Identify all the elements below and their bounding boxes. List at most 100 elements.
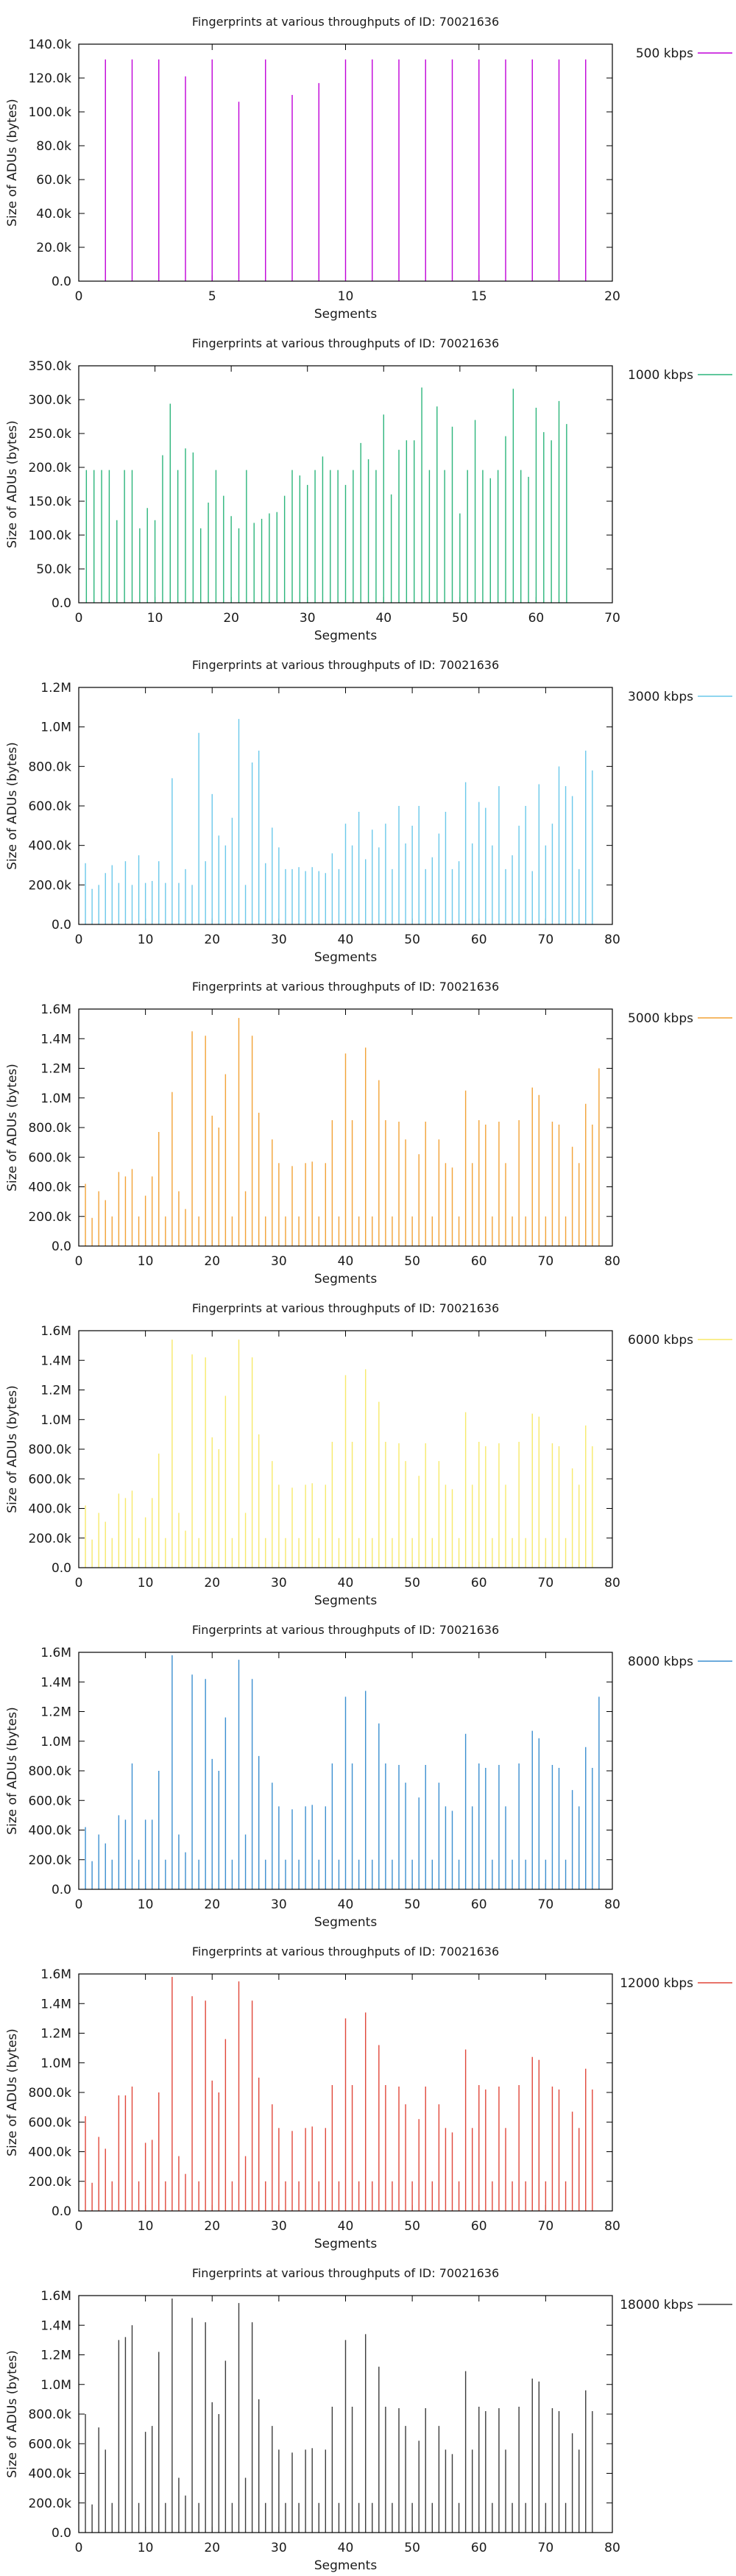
x-axis-label: Segments [314, 307, 378, 322]
x-tick-label: 80 [604, 933, 620, 947]
x-axis-label: Segments [314, 2558, 378, 2573]
x-tick-label: 40 [338, 1897, 354, 1912]
x-tick-label: 30 [271, 2219, 287, 2234]
y-tick-label: 800.0k [28, 1764, 71, 1779]
chart-title: Fingerprints at various throughputs of I… [192, 1945, 499, 1958]
x-tick-label: 10 [138, 933, 154, 947]
plot-frame [78, 365, 613, 604]
y-tick-label: 200.0k [28, 2175, 71, 2190]
x-tick-label: 10 [138, 2541, 154, 2555]
legend-label: 6000 kbps [628, 1333, 693, 1348]
x-tick-label: 0 [75, 1576, 83, 1590]
x-tick-label: 80 [604, 2219, 620, 2234]
chart-panel: Fingerprints at various throughputs of I… [0, 1608, 736, 1930]
x-tick-label: 70 [538, 2541, 554, 2555]
x-tick-label: 10 [138, 2219, 154, 2234]
x-tick-label: 60 [471, 1576, 487, 1590]
x-tick-label: 60 [528, 611, 545, 626]
x-tick-label: 50 [404, 2219, 420, 2234]
y-tick-label: 1.2M [40, 2349, 71, 2363]
y-tick-label: 40.0k [36, 207, 71, 222]
y-axis-label: Size of ADUs (bytes) [5, 2350, 20, 2478]
y-tick-label: 100.0k [28, 528, 71, 543]
plot-frame [78, 1973, 613, 2212]
chart-svg: Fingerprints at various throughputs of I… [5, 336, 732, 643]
legend-label: 1000 kbps [628, 368, 693, 383]
y-tick-label: 1.2M [40, 681, 71, 696]
y-tick-label: 1.0M [40, 2056, 71, 2071]
legend-label: 5000 kbps [628, 1011, 693, 1026]
chart-panel: Fingerprints at various throughputs of I… [0, 1930, 736, 2251]
x-tick-label: 30 [271, 933, 287, 947]
y-tick-label: 1.6M [40, 1002, 71, 1017]
x-tick-label: 40 [338, 2541, 354, 2555]
y-tick-label: 600.0k [28, 799, 71, 814]
x-tick-label: 20 [223, 611, 239, 626]
x-tick-label: 30 [300, 611, 316, 626]
x-tick-label: 40 [375, 611, 392, 626]
x-tick-label: 10 [147, 611, 163, 626]
x-axis-label: Segments [314, 1272, 378, 1287]
x-tick-label: 30 [271, 1897, 287, 1912]
y-tick-label: 150.0k [28, 495, 71, 509]
y-tick-label: 0.0 [52, 1561, 71, 1576]
legend-label: 8000 kbps [628, 1655, 693, 1669]
y-axis-label: Size of ADUs (bytes) [5, 1707, 20, 1835]
x-tick-label: 30 [271, 2541, 287, 2555]
plot-frame [78, 687, 613, 925]
y-tick-label: 1.6M [40, 1967, 71, 1982]
x-tick-label: 0 [75, 289, 83, 304]
x-tick-label: 70 [538, 2219, 554, 2234]
y-tick-label: 1.0M [40, 721, 71, 735]
x-tick-label: 60 [471, 2219, 487, 2234]
y-axis-label: Size of ADUs (bytes) [5, 99, 20, 227]
x-tick-label: 60 [471, 933, 487, 947]
x-tick-label: 40 [338, 1254, 354, 1269]
x-tick-label: 0 [75, 611, 83, 626]
y-tick-label: 1.6M [40, 1324, 71, 1339]
x-tick-label: 10 [138, 1254, 154, 1269]
legend-label: 12000 kbps [620, 1976, 693, 1991]
y-tick-label: 1.2M [40, 2027, 71, 2042]
x-tick-label: 50 [404, 2541, 420, 2555]
x-tick-label: 40 [338, 1576, 354, 1590]
y-axis-label: Size of ADUs (bytes) [5, 1385, 20, 1513]
y-tick-label: 0.0 [52, 918, 71, 933]
x-tick-label: 70 [538, 1254, 554, 1269]
x-tick-label: 5 [208, 289, 216, 304]
chart-svg: Fingerprints at various throughputs of I… [5, 1301, 732, 1608]
chart-svg: Fingerprints at various throughputs of I… [5, 980, 732, 1287]
y-tick-label: 1.4M [40, 2318, 71, 2333]
legend-label: 500 kbps [636, 46, 693, 61]
y-tick-label: 120.0k [28, 71, 71, 86]
x-tick-label: 10 [138, 1576, 154, 1590]
y-tick-label: 400.0k [28, 1824, 71, 1839]
x-tick-label: 80 [604, 1576, 620, 1590]
y-tick-label: 400.0k [28, 1502, 71, 1517]
chart-title: Fingerprints at various throughputs of I… [192, 980, 499, 994]
y-tick-label: 600.0k [28, 1472, 71, 1487]
y-axis-label: Size of ADUs (bytes) [5, 2028, 20, 2156]
x-axis-label: Segments [314, 1915, 378, 1930]
y-tick-label: 200.0k [28, 1853, 71, 1868]
x-tick-label: 20 [204, 2541, 220, 2555]
x-tick-label: 0 [75, 2541, 83, 2555]
y-tick-label: 0.0 [52, 596, 71, 611]
y-tick-label: 800.0k [28, 2407, 71, 2422]
x-tick-label: 70 [538, 1897, 554, 1912]
y-tick-label: 80.0k [36, 139, 71, 154]
x-tick-label: 70 [538, 933, 554, 947]
x-tick-label: 50 [404, 933, 420, 947]
y-tick-label: 0.0 [52, 275, 71, 289]
y-tick-label: 1.4M [40, 1032, 71, 1047]
y-axis-label: Size of ADUs (bytes) [5, 1064, 20, 1192]
y-tick-label: 200.0k [28, 2497, 71, 2511]
y-tick-label: 800.0k [28, 2086, 71, 2101]
x-axis-label: Segments [314, 1593, 378, 1608]
y-tick-label: 1.0M [40, 2378, 71, 2393]
y-tick-label: 800.0k [28, 1443, 71, 1457]
y-tick-label: 0.0 [52, 1239, 71, 1254]
y-tick-label: 60.0k [36, 173, 71, 188]
x-axis-label: Segments [314, 629, 378, 643]
plot-frame [78, 43, 613, 282]
